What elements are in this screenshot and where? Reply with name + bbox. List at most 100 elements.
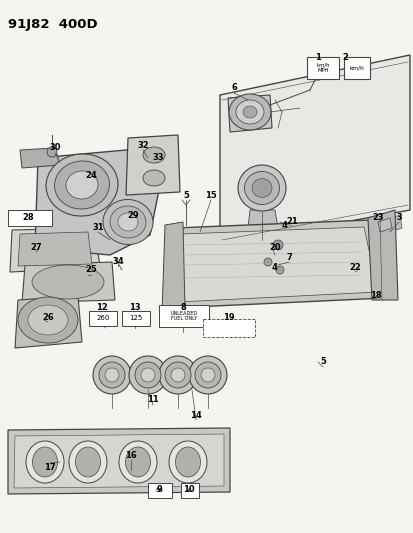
Text: 6: 6 (230, 84, 236, 93)
Ellipse shape (175, 447, 200, 477)
Text: 33: 33 (152, 154, 164, 163)
Polygon shape (8, 428, 230, 494)
Text: 16: 16 (125, 450, 137, 459)
Text: 11: 11 (147, 395, 159, 405)
Ellipse shape (242, 106, 256, 118)
Ellipse shape (272, 240, 282, 250)
Text: 20: 20 (268, 244, 280, 253)
FancyBboxPatch shape (202, 319, 254, 337)
Text: 28: 28 (22, 214, 34, 222)
FancyBboxPatch shape (147, 482, 171, 497)
Ellipse shape (142, 147, 165, 163)
Polygon shape (15, 296, 82, 348)
Text: 24: 24 (85, 171, 97, 180)
Ellipse shape (165, 362, 190, 388)
Ellipse shape (142, 170, 165, 186)
Ellipse shape (141, 368, 154, 382)
Polygon shape (35, 148, 161, 255)
Text: 18: 18 (369, 290, 381, 300)
Text: 29: 29 (127, 211, 138, 220)
Ellipse shape (244, 172, 279, 205)
Ellipse shape (32, 265, 104, 299)
FancyBboxPatch shape (343, 57, 369, 79)
Ellipse shape (55, 161, 109, 209)
Ellipse shape (33, 447, 57, 477)
Text: 3: 3 (395, 214, 401, 222)
Polygon shape (18, 232, 92, 266)
Text: 32: 32 (137, 141, 148, 149)
Text: 7: 7 (285, 254, 291, 262)
Text: UNLEADED
FUEL ONLY: UNLEADED FUEL ONLY (170, 311, 197, 321)
Ellipse shape (46, 154, 118, 216)
Text: 1: 1 (314, 52, 320, 61)
Text: km/h: km/h (349, 66, 363, 70)
FancyBboxPatch shape (159, 305, 209, 327)
Ellipse shape (129, 356, 166, 394)
Ellipse shape (99, 362, 125, 388)
Polygon shape (384, 215, 401, 233)
Ellipse shape (195, 362, 221, 388)
Text: 260: 260 (96, 315, 109, 321)
Ellipse shape (47, 147, 57, 157)
Ellipse shape (75, 447, 100, 477)
Polygon shape (171, 220, 384, 308)
Text: 4: 4 (281, 221, 287, 230)
Text: 80: 80 (156, 488, 164, 492)
Text: 2: 2 (341, 52, 347, 61)
Ellipse shape (189, 356, 226, 394)
Ellipse shape (110, 206, 146, 238)
Polygon shape (379, 226, 394, 244)
Polygon shape (147, 158, 170, 182)
Text: 30: 30 (49, 143, 61, 152)
Text: 19: 19 (223, 313, 234, 322)
Text: km/h
MPH: km/h MPH (316, 62, 329, 74)
FancyBboxPatch shape (306, 57, 338, 79)
Polygon shape (367, 210, 397, 300)
Text: 10: 10 (183, 486, 195, 495)
Text: 5: 5 (319, 358, 325, 367)
Ellipse shape (28, 305, 68, 335)
Text: 34: 34 (112, 257, 123, 266)
Ellipse shape (18, 297, 78, 343)
Polygon shape (161, 222, 185, 313)
Polygon shape (178, 227, 377, 302)
Text: 12: 12 (96, 303, 108, 312)
Ellipse shape (125, 447, 150, 477)
Ellipse shape (69, 441, 107, 483)
Text: 26: 26 (42, 313, 54, 322)
Ellipse shape (103, 199, 153, 245)
Text: 5: 5 (183, 190, 188, 199)
Ellipse shape (159, 356, 197, 394)
Ellipse shape (118, 213, 138, 231)
FancyBboxPatch shape (89, 311, 117, 326)
Ellipse shape (119, 441, 157, 483)
Polygon shape (228, 95, 271, 132)
Text: 25: 25 (85, 265, 97, 274)
Ellipse shape (66, 171, 98, 199)
Ellipse shape (26, 441, 64, 483)
Polygon shape (20, 148, 60, 168)
Text: 15: 15 (204, 190, 216, 199)
Polygon shape (219, 55, 409, 245)
Text: 91J82  400D: 91J82 400D (8, 18, 97, 31)
FancyBboxPatch shape (180, 482, 199, 497)
FancyBboxPatch shape (122, 311, 150, 326)
Text: 125: 125 (129, 315, 142, 321)
Text: 8: 8 (180, 303, 185, 312)
Text: 4: 4 (271, 263, 277, 272)
Polygon shape (377, 218, 391, 232)
Text: 6: 6 (188, 488, 192, 492)
Ellipse shape (171, 368, 185, 382)
Ellipse shape (252, 179, 271, 198)
Text: 27: 27 (30, 244, 42, 253)
Ellipse shape (93, 356, 131, 394)
Polygon shape (22, 262, 115, 303)
Ellipse shape (237, 165, 285, 211)
Ellipse shape (228, 94, 271, 130)
Polygon shape (349, 252, 374, 274)
Text: 21: 21 (285, 217, 297, 227)
Ellipse shape (263, 258, 271, 266)
Ellipse shape (201, 368, 214, 382)
FancyBboxPatch shape (8, 210, 52, 226)
Text: 23: 23 (371, 214, 383, 222)
